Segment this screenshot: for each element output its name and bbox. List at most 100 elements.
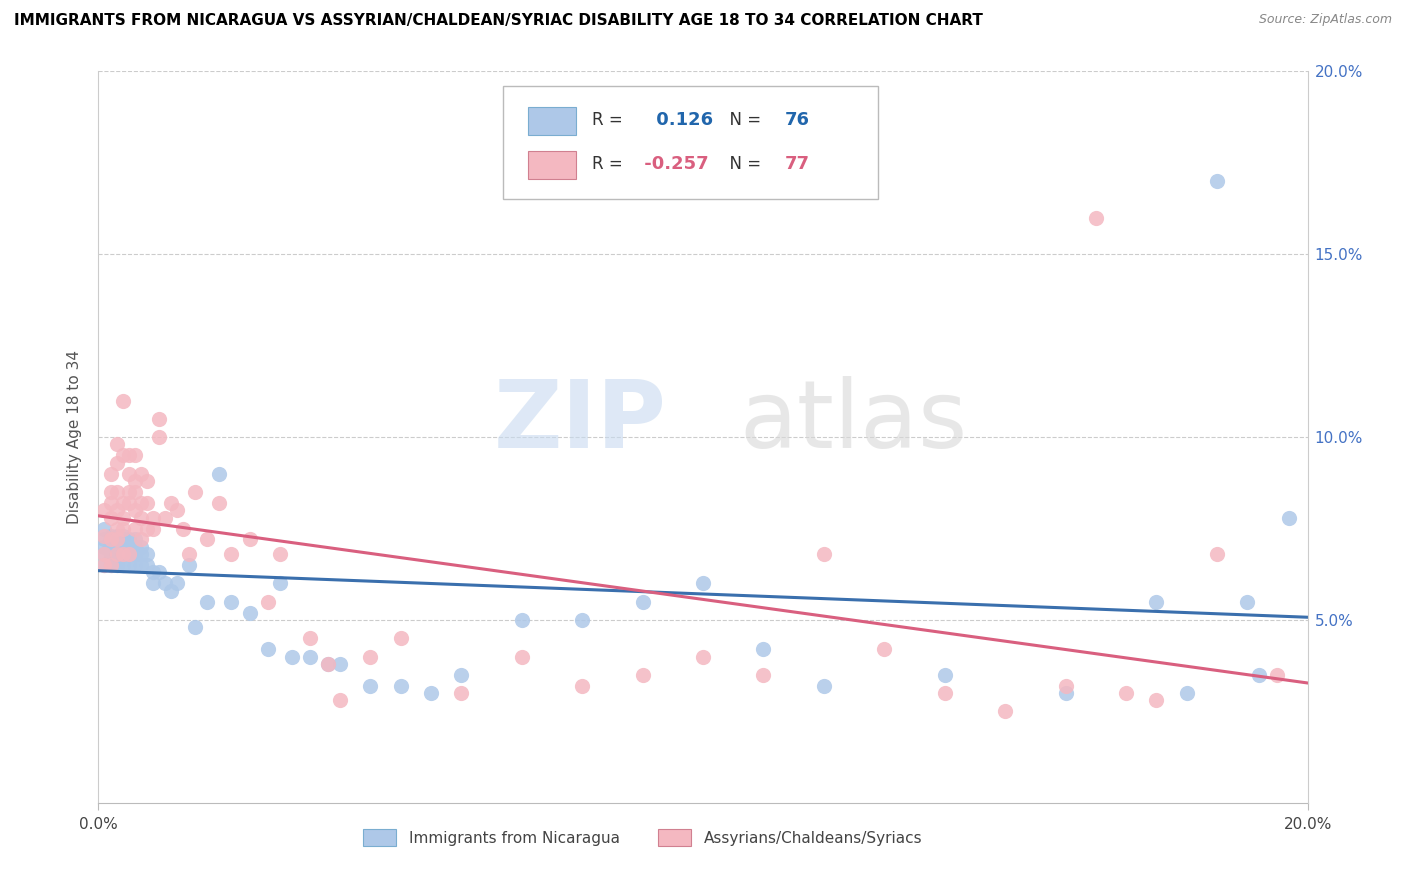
- Point: [239, 606, 262, 620]
- Point: [111, 393, 134, 408]
- Point: [93, 533, 115, 547]
- Point: [813, 679, 835, 693]
- Point: [111, 540, 134, 554]
- Point: [100, 533, 122, 547]
- Point: [105, 547, 128, 561]
- Point: [105, 485, 128, 500]
- Text: 0.126: 0.126: [650, 112, 713, 129]
- Point: [752, 667, 775, 681]
- Point: [105, 558, 128, 573]
- Point: [631, 667, 654, 681]
- Point: [118, 558, 141, 573]
- Point: [1054, 686, 1077, 700]
- Text: ZIP: ZIP: [494, 376, 666, 468]
- Y-axis label: Disability Age 18 to 34: Disability Age 18 to 34: [67, 350, 83, 524]
- Point: [111, 547, 134, 561]
- Point: [100, 547, 122, 561]
- Point: [571, 679, 593, 693]
- Point: [93, 558, 115, 573]
- Bar: [527, 151, 576, 179]
- Point: [129, 547, 152, 561]
- Point: [105, 547, 128, 561]
- Point: [631, 594, 654, 608]
- Point: [129, 533, 152, 547]
- Point: [1115, 686, 1137, 700]
- Point: [124, 448, 146, 462]
- Point: [1144, 594, 1167, 608]
- Text: R =: R =: [592, 155, 623, 173]
- Point: [105, 529, 128, 543]
- FancyBboxPatch shape: [503, 86, 879, 200]
- Point: [1267, 667, 1289, 681]
- Point: [100, 496, 122, 510]
- Point: [142, 521, 165, 535]
- Point: [93, 540, 115, 554]
- Point: [100, 558, 122, 573]
- Point: [93, 529, 115, 543]
- Point: [93, 521, 115, 535]
- Point: [118, 467, 141, 481]
- Point: [124, 547, 146, 561]
- Point: [184, 620, 207, 634]
- Point: [93, 503, 115, 517]
- Point: [195, 533, 218, 547]
- Point: [360, 679, 382, 693]
- Point: [873, 642, 896, 657]
- Point: [450, 667, 472, 681]
- Point: [111, 529, 134, 543]
- Point: [124, 558, 146, 573]
- Point: [111, 558, 134, 573]
- Point: [118, 448, 141, 462]
- Point: [256, 594, 278, 608]
- Point: [124, 485, 146, 500]
- Point: [100, 547, 122, 561]
- Point: [100, 540, 122, 554]
- Point: [100, 533, 122, 547]
- Text: -0.257: -0.257: [638, 155, 709, 173]
- Point: [148, 430, 170, 444]
- Point: [1206, 174, 1229, 188]
- Point: [450, 686, 472, 700]
- Point: [153, 576, 176, 591]
- Point: [93, 558, 115, 573]
- Point: [124, 521, 146, 535]
- Point: [135, 521, 157, 535]
- Bar: [527, 107, 576, 135]
- Text: N =: N =: [718, 112, 761, 129]
- Point: [316, 657, 339, 671]
- Point: [153, 510, 176, 524]
- Point: [752, 642, 775, 657]
- Point: [129, 496, 152, 510]
- Point: [118, 547, 141, 561]
- Text: Source: ZipAtlas.com: Source: ZipAtlas.com: [1258, 13, 1392, 27]
- Point: [148, 566, 170, 580]
- Point: [208, 467, 231, 481]
- Legend: Immigrants from Nicaragua, Assyrians/Chaldeans/Syriacs: Immigrants from Nicaragua, Assyrians/Cha…: [356, 822, 929, 854]
- Point: [129, 510, 152, 524]
- Point: [135, 474, 157, 488]
- Point: [135, 547, 157, 561]
- Point: [299, 649, 322, 664]
- Point: [124, 503, 146, 517]
- Point: [111, 533, 134, 547]
- Point: [1278, 510, 1301, 524]
- Point: [934, 686, 956, 700]
- Point: [118, 547, 141, 561]
- Point: [510, 613, 533, 627]
- Point: [510, 649, 533, 664]
- Point: [420, 686, 443, 700]
- Point: [118, 496, 141, 510]
- Point: [172, 521, 194, 535]
- Point: [142, 510, 165, 524]
- Point: [111, 547, 134, 561]
- Point: [105, 547, 128, 561]
- Point: [389, 632, 412, 646]
- Point: [221, 594, 243, 608]
- Point: [179, 558, 201, 573]
- Point: [111, 496, 134, 510]
- Point: [100, 485, 122, 500]
- Text: R =: R =: [592, 112, 623, 129]
- Point: [100, 529, 122, 543]
- Point: [100, 558, 122, 573]
- Point: [184, 485, 207, 500]
